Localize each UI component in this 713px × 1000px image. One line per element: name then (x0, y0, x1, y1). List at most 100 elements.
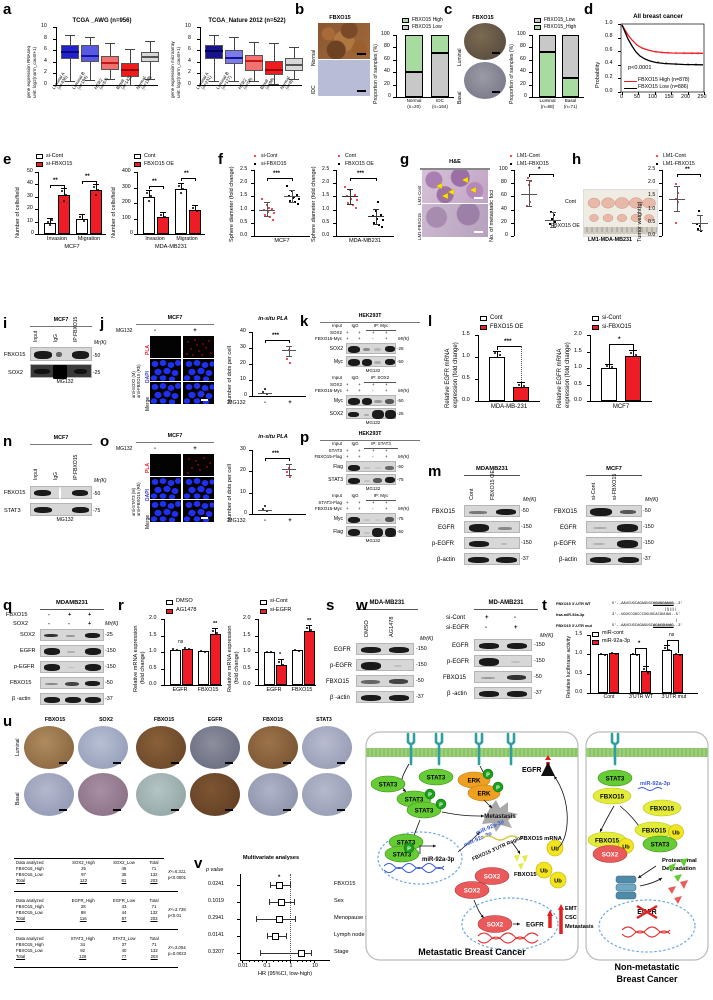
scale-bar (225, 809, 233, 811)
significance-label: *** (357, 171, 365, 177)
condition-value: + (346, 336, 349, 341)
blot-q-egfr (40, 645, 104, 657)
pla-image-minus-o (150, 454, 181, 476)
tma-core-basal (464, 62, 506, 99)
y-tick: 0 (505, 232, 508, 238)
legend-label-mircont: miR-cont (602, 630, 624, 636)
condition-value: + (485, 615, 489, 621)
y-tick: 20 (27, 205, 33, 212)
significance-label: ** (53, 178, 58, 184)
panel-q-cell-line: MDAMB231 (56, 600, 88, 606)
significance-label: ** (184, 171, 189, 177)
scale-bar (337, 762, 345, 764)
cell: 132 (150, 947, 158, 953)
panel-label-o: o (100, 433, 110, 450)
panel-r-chart-2: si-Cont si-EGFR Relative mRNA expression… (222, 598, 322, 708)
pla-image-plus (183, 336, 214, 358)
y-axis-label-line2: unit: log2(norm_count+1) (176, 46, 181, 98)
forest-ci-cap-hi (286, 933, 287, 939)
condition-value: + (346, 448, 349, 453)
svg-text:P: P (407, 847, 411, 853)
mw-marker: -37 (416, 694, 424, 700)
legend-label-sicont: si-Cont (46, 153, 64, 159)
mw-marker: -150 (105, 664, 116, 670)
condition-value: + (514, 625, 518, 631)
bar-cont-mircont (598, 654, 608, 693)
blot-s2-actin (474, 687, 532, 699)
svg-text:P: P (496, 786, 500, 792)
lane-label-sicont: si-Cont (591, 482, 597, 500)
condition-value: - (68, 621, 70, 627)
stacked-bar-luminal-high (539, 51, 556, 97)
pla-image-minus (150, 336, 181, 358)
lane-header: IgG (351, 493, 359, 498)
lane-header: IP: SOX2 (370, 375, 390, 380)
panel-v-forest-plot: 0.0241 * FBXO15 0.1019 Sex 0.2941 Menopa… (194, 860, 380, 995)
blot-row-label: FBXO15 (4, 352, 26, 358)
condition-value: + (346, 506, 349, 511)
x-tick-label: IDC (436, 98, 444, 103)
cell: 37 (121, 941, 127, 947)
blot-row-label: Myc (333, 359, 343, 365)
x-tick: 150 (664, 94, 674, 100)
svg-text:Degradation: Degradation (662, 866, 696, 872)
panel-label-c: c (444, 1, 453, 18)
y-tick: 1.0 (149, 648, 157, 654)
y-tick: 40 (27, 180, 33, 187)
y-tick: 100 (499, 166, 508, 172)
bar-cont (489, 356, 505, 401)
y-axis-label: Sphere diameter (fold change) (311, 166, 317, 242)
col-header: Data analyzed (16, 935, 44, 941)
y-tick: 400 (122, 168, 131, 174)
y-tick: 0.5 (322, 218, 330, 225)
blot-row-label: FBXO15 (4, 490, 26, 496)
blot-row-label: FBXO15 (10, 680, 32, 686)
lane-label-ag1478: AG1478 (389, 616, 395, 637)
x-tick: 200 (681, 94, 690, 100)
y-tick: 1.0 (243, 648, 251, 654)
stat-line2: p=0.0023 (168, 951, 187, 956)
scale-bar (201, 517, 208, 519)
blot-q-sox2 (40, 629, 104, 641)
y-tick: 2.0 (149, 615, 157, 621)
panel-m-cell-line-2: MCF7 (606, 466, 622, 472)
svg-text:FBXO15: FBXO15 (514, 872, 537, 878)
x-axis-label: MDA-MB-231 (490, 404, 528, 410)
table-row: FBXO15_Low 92 40 132 (14, 947, 164, 953)
panel-b-image-title: FBXO15 (329, 15, 351, 21)
cell: 122 (79, 877, 88, 883)
dapi-image-plus-o (183, 477, 214, 499)
y-tick: 0 (130, 230, 133, 236)
mw-marker: -150 (416, 646, 427, 652)
mw-marker: -25 (397, 411, 404, 416)
condition-value: + (372, 448, 375, 453)
cell: FBXO15_High (16, 903, 44, 909)
y-tick: 60 (501, 192, 507, 199)
blot-row-label: β-actin (437, 557, 456, 563)
y-axis-label-line1: Relative EGFR mRNA (445, 348, 451, 408)
chart-title: in-situ PLA (258, 316, 288, 322)
panel-l-chart-2: si-Cont si-FBXO15 Relative EGFR mRNA exp… (550, 314, 662, 424)
y-tick: 60 (384, 55, 390, 62)
panel-label-n: n (3, 433, 13, 450)
y-tick: 0 (31, 230, 34, 236)
chart-title: TCGA_Nature 2012 (n=522) (208, 18, 286, 24)
svg-text:EGFR: EGFR (526, 922, 544, 929)
tma-u-r2c2 (78, 773, 128, 816)
cell: 132 (150, 909, 158, 915)
condition-value: + (358, 454, 361, 459)
y-tick: 300 (122, 183, 131, 190)
blot-row-label: EGFR (334, 647, 351, 653)
blot-row-label: β -actin (447, 691, 467, 697)
y-tick: 1.5 (243, 631, 251, 638)
panel-label-f: f (218, 151, 223, 168)
cell-line-label: MCF7 (64, 244, 80, 250)
y-tick: 0.4 (605, 60, 613, 67)
panel-label-u: u (3, 713, 13, 730)
significance-label: ** (307, 618, 312, 624)
bar-egfr-sicont (264, 652, 275, 685)
mw-marker: -37 (534, 690, 542, 696)
forest-ci-cap-hi (294, 899, 295, 905)
panel-i-footer: MG132 (56, 379, 74, 385)
y-axis-label-line1: Relative EGFR mRNA (557, 348, 563, 408)
